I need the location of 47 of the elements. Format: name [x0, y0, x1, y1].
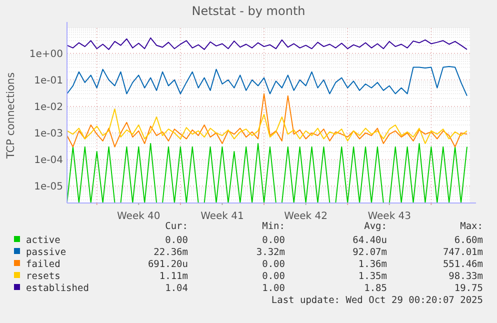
- y-tick-label: 1e-03: [34, 128, 63, 140]
- text: 92.07m: [352, 247, 388, 258]
- text: 0.00: [262, 271, 286, 282]
- text: 22.36m: [154, 247, 188, 258]
- text: 6.60m: [454, 235, 484, 246]
- x-tick-label: Week 42: [284, 211, 328, 222]
- text: 0.00: [165, 235, 188, 246]
- text: 1.11m: [159, 271, 188, 282]
- x-tick-label: Week 40: [116, 211, 160, 222]
- y-tick-label: 1e+00: [29, 48, 63, 60]
- y-tick-label: 1e-04: [34, 155, 63, 166]
- y-tick-label: 1e-05: [34, 182, 63, 193]
- text: 0.00: [262, 235, 286, 246]
- line-series: [66, 108, 468, 144]
- text: 19.75: [454, 283, 483, 294]
- text: Last update: Wed Oct 29 00:20:07 2025: [271, 295, 483, 306]
- text: 64.40u: [352, 235, 387, 246]
- text: 1.85: [364, 283, 387, 294]
- legend-label: passive: [26, 247, 66, 258]
- legend-label: active: [26, 235, 61, 246]
- text: 747.01m: [442, 247, 484, 258]
- x-tick-label: Week 41: [200, 211, 244, 222]
- text: Max:: [460, 221, 483, 232]
- text: 551.46m: [442, 259, 484, 270]
- line-series: [66, 66, 468, 96]
- text: 98.33m: [448, 271, 484, 282]
- text: 1.35m: [358, 271, 388, 282]
- text: 3.32m: [256, 247, 286, 258]
- text: Avg:: [364, 221, 387, 232]
- legend-label: established: [26, 283, 89, 294]
- y-tick-label: 1e-01: [34, 75, 63, 86]
- line-series: [66, 93, 468, 148]
- legend-label: resets: [26, 271, 60, 282]
- y-tick-label: 1e-02: [34, 102, 63, 113]
- y-axis-title: TCP connections: [5, 72, 17, 160]
- line-series: [66, 37, 468, 50]
- line-series: [66, 143, 468, 204]
- text: Cur:: [165, 221, 188, 232]
- text: 691.20u: [148, 259, 188, 270]
- legend-label: failed: [26, 259, 60, 270]
- text: 0.00: [262, 259, 286, 270]
- text: Min:: [262, 221, 285, 232]
- x-tick-label: Week 43: [368, 211, 412, 222]
- chart-title: Netstat - by month: [192, 4, 306, 18]
- text: 1.00: [262, 283, 286, 294]
- text: 1.04: [165, 283, 188, 294]
- text: 1.36m: [358, 259, 388, 270]
